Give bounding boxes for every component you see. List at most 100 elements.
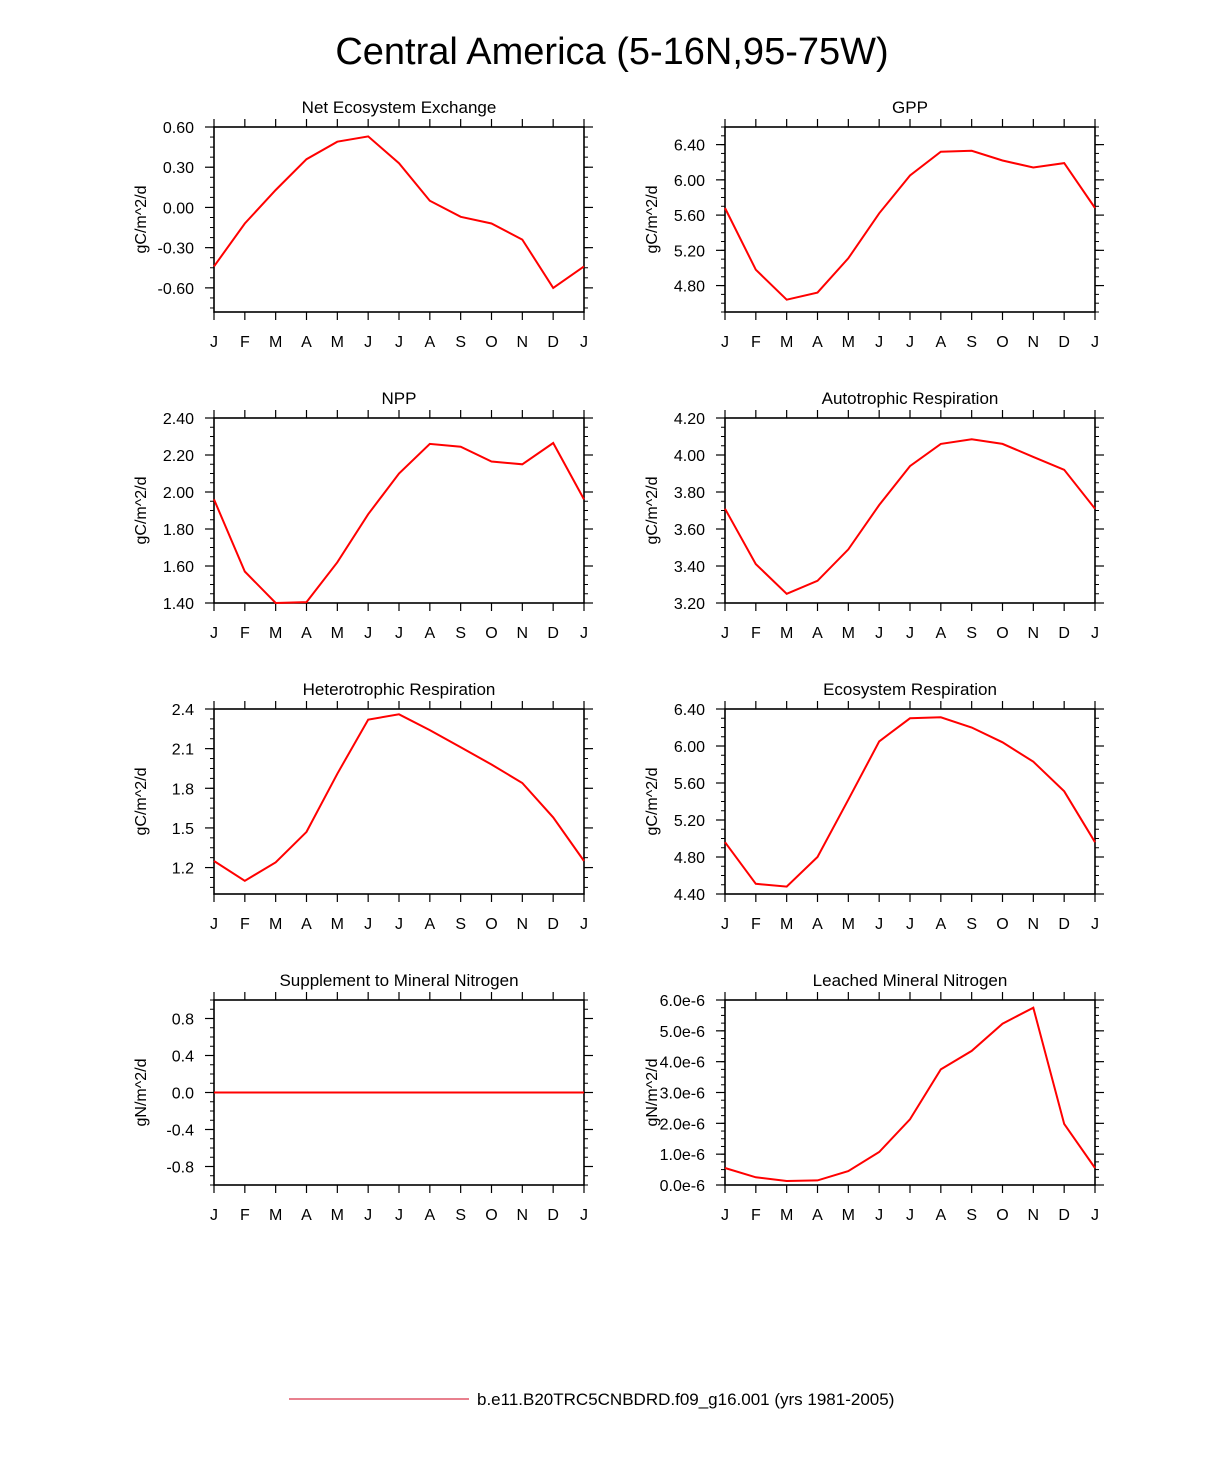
x-tick-label: A — [301, 334, 312, 351]
x-tick-label: A — [424, 916, 435, 933]
series-line — [724, 1006, 1096, 1183]
x-tick-label: J — [721, 334, 729, 351]
x-tick-label: J — [364, 334, 372, 351]
x-tick-label: S — [966, 625, 977, 642]
panel-title: GPP — [892, 98, 928, 117]
y-axis-label: gN/m^2/d — [133, 1059, 150, 1127]
x-tick-label: F — [240, 916, 250, 933]
x-tick-label: D — [547, 625, 559, 642]
y-tick-label: 5.20 — [674, 813, 705, 830]
x-tick-label: M — [780, 334, 793, 351]
figure-title: Central America (5-16N,95-75W) — [335, 31, 888, 73]
panel-title: NPP — [382, 389, 417, 408]
x-tick-label: N — [1028, 625, 1040, 642]
x-tick-label: S — [455, 334, 466, 351]
x-tick-label: D — [547, 1207, 559, 1224]
x-tick-label: J — [875, 916, 883, 933]
x-tick-label: O — [996, 916, 1008, 933]
y-tick-label: 1.40 — [163, 596, 194, 613]
y-tick-label: 3.40 — [674, 559, 705, 576]
y-tick-label: 5.60 — [674, 208, 705, 225]
y-axis-label: gN/m^2/d — [644, 1059, 661, 1127]
y-tick-label: 3.20 — [674, 596, 705, 613]
y-tick-label: 1.0e-6 — [660, 1147, 705, 1164]
x-tick-label: A — [812, 625, 823, 642]
x-tick-label: O — [485, 1207, 497, 1224]
y-tick-label: 5.60 — [674, 776, 705, 793]
y-tick-label: 0.60 — [163, 120, 194, 137]
x-tick-label: N — [517, 625, 529, 642]
x-tick-label: M — [269, 625, 282, 642]
y-tick-label: 0.4 — [172, 1049, 194, 1066]
x-tick-label: J — [364, 625, 372, 642]
series-line — [213, 441, 585, 605]
x-tick-label: O — [996, 334, 1008, 351]
y-tick-label: 6.00 — [674, 739, 705, 756]
x-tick-label: J — [580, 1207, 588, 1224]
x-tick-label: J — [906, 625, 914, 642]
x-tick-label: A — [424, 625, 435, 642]
panel-title: Heterotrophic Respiration — [303, 680, 496, 699]
x-tick-label: M — [331, 625, 344, 642]
x-tick-label: M — [842, 916, 855, 933]
x-tick-label: S — [455, 916, 466, 933]
panel-3: NPP gC/m^2/d J F M A M J J A S O N D J 2.40 2.20 2.00 1.80… — [133, 389, 593, 642]
y-tick-label: 0.30 — [163, 160, 194, 177]
series-line — [724, 438, 1096, 595]
y-tick-label: 4.00 — [674, 448, 705, 465]
x-tick-label: J — [395, 916, 403, 933]
x-tick-label: M — [269, 334, 282, 351]
y-tick-label: 6.00 — [674, 173, 705, 190]
panel-1: Net Ecosystem Exchange gC/m^2/d J F M A M J J A S O… — [133, 98, 593, 351]
plot-frame — [724, 708, 1096, 895]
x-tick-label: N — [517, 334, 529, 351]
x-tick-label: J — [395, 334, 403, 351]
x-tick-label: N — [1028, 1207, 1040, 1224]
x-tick-label: S — [966, 916, 977, 933]
x-tick-label: A — [935, 625, 946, 642]
panel-title: Net Ecosystem Exchange — [302, 98, 497, 117]
panel-2: GPP gC/m^2/d J F M A M J J A S O N D J 6.40 6.00 5.60 5.20… — [644, 98, 1104, 351]
plot-frame — [724, 126, 1096, 313]
x-tick-label: A — [935, 916, 946, 933]
x-tick-label: M — [842, 625, 855, 642]
x-tick-label: J — [1091, 1207, 1099, 1224]
x-tick-label: J — [364, 1207, 372, 1224]
legend-label: b.e11.B20TRC5CNBDRD.f09_g16.001 (yrs 198… — [477, 1390, 894, 1409]
x-tick-label: F — [751, 625, 761, 642]
x-tick-label: J — [875, 625, 883, 642]
x-tick-label: A — [301, 916, 312, 933]
y-tick-label: 4.80 — [674, 850, 705, 867]
y-tick-label: 2.0e-6 — [660, 1116, 705, 1133]
x-tick-label: S — [966, 334, 977, 351]
x-tick-label: A — [424, 334, 435, 351]
x-tick-label: J — [580, 916, 588, 933]
x-tick-label: D — [547, 916, 559, 933]
plot-frame — [213, 126, 585, 313]
series-line — [724, 716, 1096, 888]
x-tick-label: A — [812, 334, 823, 351]
y-axis-label: gC/m^2/d — [644, 186, 661, 254]
x-tick-label: O — [996, 1207, 1008, 1224]
plot-frame — [724, 417, 1096, 604]
x-tick-label: M — [331, 916, 344, 933]
x-tick-label: D — [1058, 625, 1070, 642]
x-tick-label: M — [780, 1207, 793, 1224]
x-tick-label: J — [580, 334, 588, 351]
x-tick-label: S — [455, 1207, 466, 1224]
y-tick-label: 4.80 — [674, 279, 705, 296]
panel-4: Autotrophic Respiration gC/m^2/d J F M A M J J A S… — [644, 389, 1104, 642]
y-tick-label: 4.20 — [674, 411, 705, 428]
y-tick-label: -0.60 — [158, 281, 195, 298]
plot-frame — [213, 417, 585, 604]
x-tick-label: J — [906, 916, 914, 933]
x-tick-label: N — [1028, 334, 1040, 351]
x-tick-label: A — [935, 334, 946, 351]
x-tick-label: J — [364, 916, 372, 933]
y-tick-label: 1.2 — [172, 861, 194, 878]
x-tick-label: A — [301, 625, 312, 642]
y-tick-label: 0.8 — [172, 1012, 194, 1029]
x-tick-label: O — [485, 334, 497, 351]
series-line — [213, 713, 585, 882]
